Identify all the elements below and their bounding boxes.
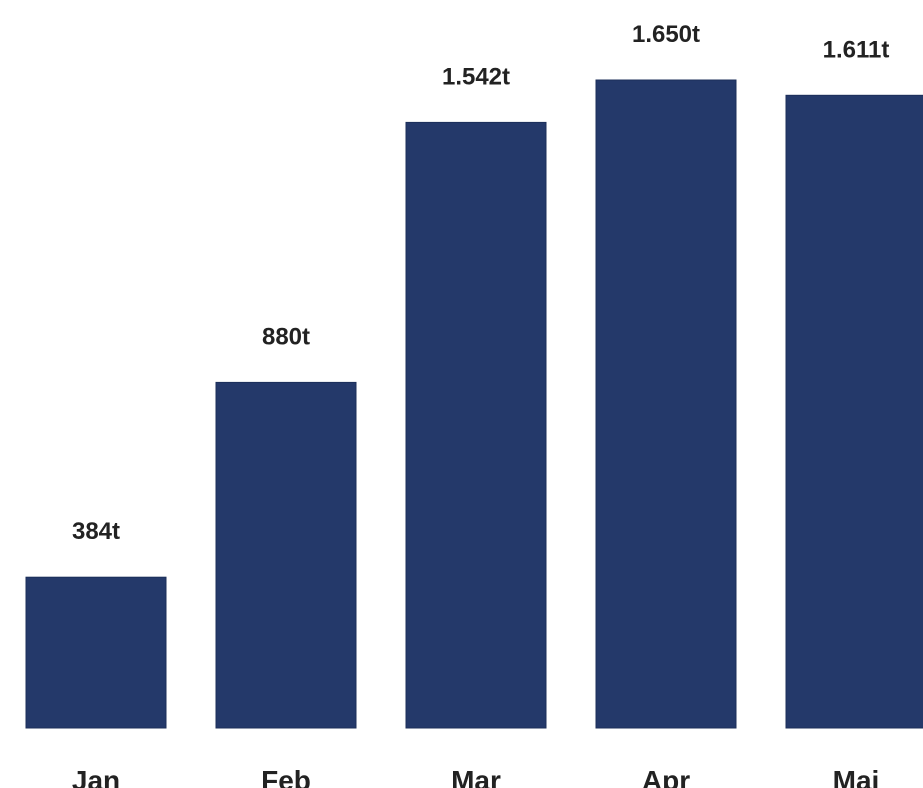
data-labels-layer: 384t 880t 1.542t 1.650t 1.611t bbox=[72, 21, 889, 545]
bar-jan bbox=[25, 576, 167, 729]
data-label-mar: 1.542t bbox=[442, 63, 510, 90]
data-label-apr: 1.650t bbox=[632, 21, 700, 48]
x-tick-labels-layer: Jan Feb Mar Apr Maj bbox=[72, 765, 879, 788]
bar-mar bbox=[405, 121, 547, 729]
bars-layer bbox=[25, 79, 923, 729]
bar-maj bbox=[785, 94, 923, 729]
x-tick-label-mar: Mar bbox=[451, 765, 501, 788]
x-tick-label-apr: Apr bbox=[642, 765, 690, 788]
bar-feb bbox=[215, 381, 357, 729]
x-tick-label-feb: Feb bbox=[261, 765, 311, 788]
x-tick-label-jan: Jan bbox=[72, 765, 120, 788]
data-label-maj: 1.611t bbox=[823, 36, 890, 63]
data-label-jan: 384t bbox=[72, 518, 120, 545]
data-label-feb: 880t bbox=[262, 323, 310, 350]
bar-apr bbox=[595, 79, 737, 729]
x-tick-label-maj: Maj bbox=[833, 765, 880, 788]
